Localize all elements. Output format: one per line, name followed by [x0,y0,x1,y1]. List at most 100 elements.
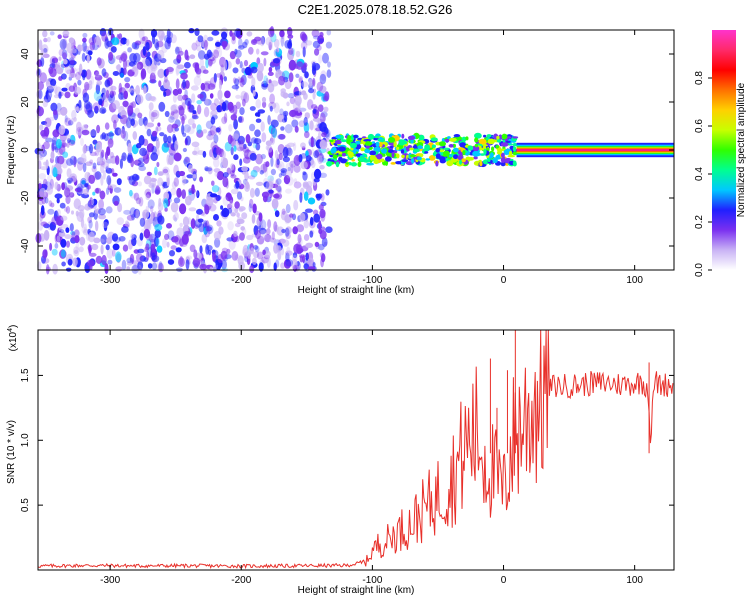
spectrogram-cells [34,26,674,275]
band-cell [337,154,344,157]
band-cell [439,159,446,164]
band-cell [435,148,440,153]
band-cell [435,160,439,167]
band-cell [483,148,487,155]
band-cell [350,162,358,167]
band-cell [472,150,480,157]
spectrogram-y-ticks: -40 -20 0 20 40 [20,48,674,253]
x-tick-label: -100 [362,575,382,586]
y-tick-label: 1.0 [20,433,31,447]
band-cell [512,146,517,152]
carrier-band [516,149,674,151]
band-cell [495,145,500,149]
band-cell [416,156,422,161]
band-cell [330,148,336,154]
band-cell [390,162,396,165]
band-cell [459,142,467,148]
band-cell [468,157,475,161]
band-cell [340,139,347,143]
band-cell [507,154,516,158]
band-cell [472,145,480,152]
snr-series-line [37,329,674,570]
x-tick-label: -100 [362,275,382,286]
band-cell [381,148,387,154]
band-cell [400,149,405,154]
band-cell [512,160,517,166]
band-cell [388,137,396,143]
y-tick-label: -40 [20,238,31,253]
band-cell [500,157,506,163]
band-cell [373,159,380,165]
band-cell [467,145,474,151]
band-cell [365,141,372,147]
snr-plot-area [38,330,674,570]
band-cell [424,151,429,154]
band-cell [446,160,454,167]
band-cell [376,153,383,160]
band-cell [334,140,342,145]
band-cell [353,134,359,139]
band-cell [332,154,338,159]
y-tick-label: 0.5 [20,498,31,512]
band-cell [409,154,417,158]
x-tick-label: -300 [100,575,120,586]
band-cell [465,136,469,141]
band-cell [389,145,393,149]
band-cell [394,161,403,165]
band-cell [378,139,382,142]
snr-panel: -300 -200 -100 0 100 0.5 1.0 1.5 Height of str… [6,325,675,596]
band-cell [431,144,436,148]
band-cell [409,147,414,151]
colorbar-tick-label: 0.2 [694,215,705,229]
band-cell [351,159,356,162]
band-cell [498,134,503,141]
x-tick-label: -200 [231,575,251,586]
band-cell [473,156,478,160]
colorbar-tick-label: 0.6 [694,119,705,133]
band-cell [443,147,450,150]
band-cell [367,133,375,140]
band-cell [334,158,338,162]
band-cell [407,135,416,140]
band-cell [396,153,400,159]
band-cell [410,138,414,144]
y-tick-label: 20 [20,96,31,108]
snr-x-label: Height of straight line (km) [298,585,415,596]
band-cell [381,153,386,157]
snr-y-label: SNR (10 * v/v) [6,420,17,484]
colorbar-tick-label: 0.8 [694,71,705,85]
band-cell [385,156,392,162]
band-cell [424,144,430,151]
snr-y-ticks: 0.5 1.0 1.5 [20,368,674,512]
band-cell [350,142,357,149]
band-cell [335,161,340,168]
colorbar-ticks: 0.0 0.2 0.4 0.6 0.8 [694,71,712,277]
band-cell [449,137,457,142]
band-cell [396,146,400,150]
band-cell [496,135,500,140]
band-cell [486,134,492,138]
snr-y-multiplier: (x104) [7,325,19,352]
band-cell [380,158,385,163]
band-cell [495,154,502,160]
colorbar-gradient [712,30,736,270]
x-tick-label: 100 [626,575,643,586]
y-tick-label: -20 [20,190,31,205]
band-cell [428,155,436,161]
x-tick-label: 0 [501,275,507,286]
band-cell [491,146,495,152]
band-cell [398,141,405,146]
snr-x-ticks: -300 -200 -100 0 100 [100,330,643,586]
band-cell [474,143,479,148]
band-cell [430,137,438,142]
band-cell [373,146,381,152]
band-cell [353,148,357,155]
band-cell [401,154,405,158]
band-cell [448,144,454,148]
spectrogram-y-label: Frequency (Hz) [6,116,17,185]
band-cell [448,154,452,158]
colorbar-tick-label: 0.0 [694,263,705,277]
band-cell [507,136,512,139]
band-cell [504,134,508,139]
